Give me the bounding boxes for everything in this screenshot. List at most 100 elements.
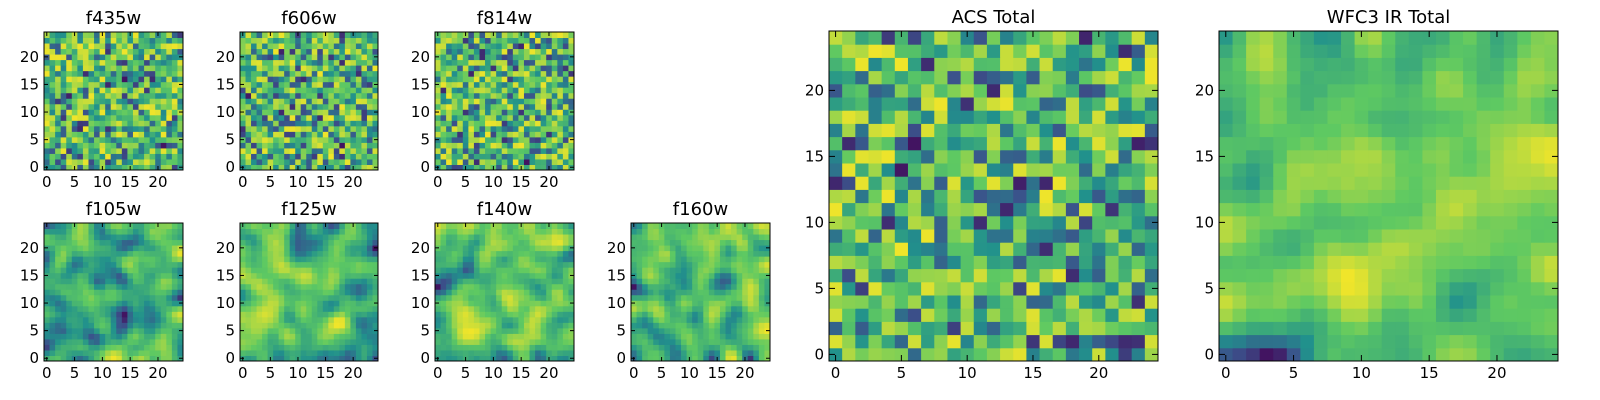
heatmap-cell [99, 344, 106, 351]
heatmap-cell [512, 234, 519, 241]
heatmap-cell [361, 239, 368, 246]
heatmap-cell [116, 234, 123, 241]
heatmap-cell [496, 294, 503, 301]
heatmap-cell [653, 272, 660, 279]
heatmap-cell [284, 305, 291, 312]
heatmap-cell [664, 234, 671, 241]
heatmap-cell [267, 261, 274, 268]
heatmap-cell [507, 92, 514, 99]
heatmap-cell [166, 267, 173, 274]
heatmap-cell [512, 87, 519, 94]
heatmap-cell [512, 250, 519, 257]
heatmap-cell [322, 234, 329, 241]
heatmap-cell [986, 295, 1001, 309]
heatmap-cell [171, 87, 178, 94]
heatmap-cell [490, 289, 497, 296]
heatmap-cell [372, 311, 379, 318]
heatmap-cell [284, 349, 291, 356]
heatmap-cell [1039, 202, 1054, 217]
heatmap-cell [240, 316, 247, 323]
heatmap-cell [144, 125, 151, 132]
heatmap-cell [653, 283, 660, 290]
heatmap-cell [99, 147, 106, 154]
heatmap-cell [256, 125, 263, 132]
heatmap-cell [719, 239, 727, 246]
heatmap-cell [1026, 163, 1041, 177]
heatmap-cell [1144, 255, 1159, 270]
heatmap-cell [60, 267, 67, 274]
heatmap-cell [160, 37, 167, 44]
heatmap-cell [658, 272, 665, 279]
heatmap-cell [110, 333, 117, 340]
heatmap-cell [177, 311, 184, 318]
y-tick-label: 0 [616, 349, 626, 367]
heatmap-cell [240, 294, 247, 301]
heatmap-cell [160, 70, 167, 77]
heatmap-cell [110, 245, 117, 252]
heatmap-cell [284, 103, 291, 110]
heatmap-cell [1065, 202, 1080, 217]
heatmap-cell [842, 229, 856, 243]
heatmap-cell [934, 215, 948, 230]
heatmap-cell [1000, 281, 1014, 296]
heatmap-cell [284, 228, 291, 235]
heatmap-cell [138, 278, 145, 285]
heatmap-cell [366, 43, 373, 50]
heatmap-cell [669, 234, 676, 241]
heatmap-cell [540, 349, 547, 356]
heatmap-cell [523, 164, 531, 171]
heatmap-cell [540, 316, 547, 323]
heatmap-cell [121, 355, 128, 362]
heatmap-cell [256, 109, 263, 116]
heatmap-cell [1105, 163, 1120, 177]
heatmap-cell [636, 272, 643, 279]
heatmap-cell [462, 234, 469, 241]
heatmap-cell [1000, 255, 1014, 270]
heatmap-cell [894, 202, 909, 217]
heatmap-cell [653, 239, 660, 246]
heatmap-cell [518, 289, 525, 296]
heatmap-cell [71, 136, 78, 143]
heatmap-cell [986, 281, 1001, 296]
heatmap-cell [546, 48, 553, 55]
heatmap-cell [568, 267, 575, 274]
heatmap-cell [160, 147, 167, 154]
heatmap-cell [155, 245, 162, 252]
heatmap-cell [1092, 163, 1106, 177]
heatmap-cell [507, 76, 514, 83]
heatmap-cell [557, 333, 564, 340]
heatmap-cell [49, 239, 56, 246]
heatmap-cell [155, 316, 162, 323]
heatmap-cell [328, 59, 335, 66]
heatmap-cell [714, 239, 721, 246]
heatmap-cell [1105, 189, 1120, 204]
heatmap-cell [350, 344, 357, 351]
heatmap-cell [105, 98, 112, 105]
heatmap-cell [116, 300, 123, 307]
heatmap-cell [55, 120, 62, 127]
heatmap-cell [855, 202, 869, 217]
heatmap-cell [361, 59, 368, 66]
heatmap-cell [144, 98, 151, 105]
heatmap-cell [121, 92, 128, 99]
x-tick-label: 0 [433, 364, 443, 382]
heatmap-cell [311, 48, 318, 55]
heatmap-cell [306, 65, 313, 72]
heatmap-cell [440, 256, 447, 263]
heatmap-cell [551, 147, 558, 154]
heatmap-cell [339, 333, 346, 340]
heatmap-cell [49, 114, 56, 121]
heatmap-cell [322, 338, 329, 345]
heatmap-cell [1144, 176, 1159, 190]
heatmap-cell [868, 308, 883, 322]
heatmap-cell [947, 176, 962, 190]
heatmap-cell [350, 153, 357, 160]
heatmap-cell [758, 272, 765, 279]
heatmap-cell [714, 250, 721, 257]
heatmap-cell [267, 70, 274, 77]
heatmap-cell [451, 338, 458, 345]
heatmap-cell [535, 142, 542, 149]
heatmap-cell [468, 256, 475, 263]
heatmap-cell [138, 239, 145, 246]
heatmap-cell [171, 283, 178, 290]
